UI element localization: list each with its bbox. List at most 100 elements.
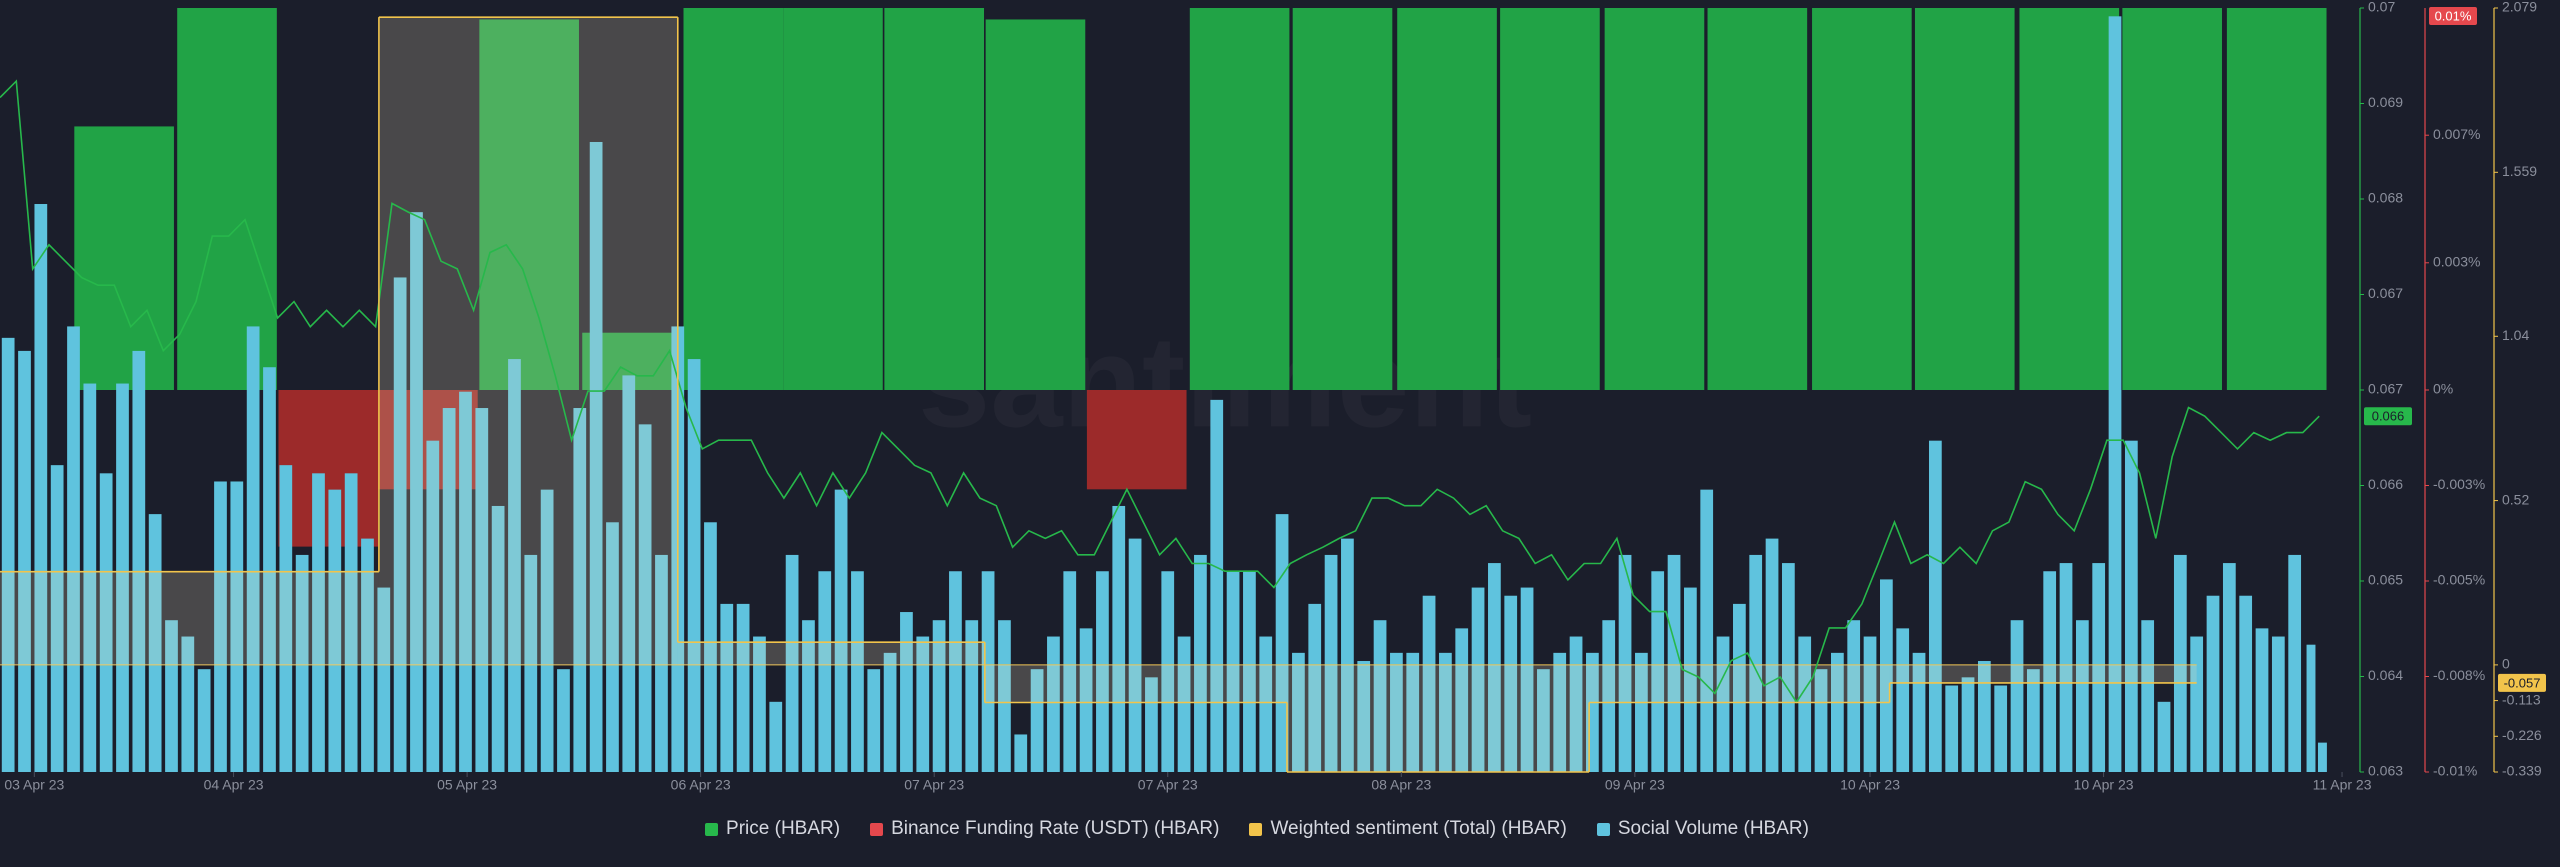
volume-bar: [1014, 734, 1028, 772]
volume-bar: [785, 554, 799, 772]
volume-bar: [426, 440, 440, 772]
volume-bar: [1635, 652, 1648, 772]
price-axis-tick-label: 0.067: [2368, 285, 2403, 301]
volume-bar: [165, 620, 178, 772]
legend-item[interactable]: Price (HBAR): [705, 818, 840, 840]
volume-bar: [736, 603, 750, 772]
price-axis-tick-label: 0.07: [2368, 0, 2395, 15]
volume-bar: [18, 350, 31, 772]
legend-item[interactable]: Binance Funding Rate (USDT) (HBAR): [870, 818, 1219, 840]
volume-bar: [263, 367, 276, 772]
volume-bar: [1161, 571, 1175, 772]
x-tick-label: 09 Apr 23: [1605, 777, 1665, 793]
volume-bar: [2026, 669, 2040, 772]
volume-bar: [393, 277, 407, 772]
sentiment-axis-tick-label: -0.226: [2502, 727, 2542, 743]
last-value-badge: [2364, 407, 2412, 426]
volume-bar: [769, 701, 783, 772]
volume-bar: [1896, 628, 1910, 772]
funding-bar: [1292, 8, 1393, 390]
volume-bar: [2075, 620, 2089, 772]
volume-bar: [720, 603, 734, 772]
volume-bar: [1667, 554, 1681, 772]
volume-layer: [1, 16, 2327, 772]
volume-bar: [1847, 620, 1861, 772]
volume-bar: [1618, 554, 1632, 772]
volume-bar: [2010, 620, 2024, 772]
volume-bar: [949, 571, 962, 772]
volume-bar: [1390, 652, 1403, 772]
volume-bar: [818, 571, 832, 772]
last-value-label: -0.057: [2504, 675, 2541, 690]
volume-bar: [1831, 652, 1844, 772]
volume-bar: [1488, 563, 1501, 772]
volume-bar: [834, 489, 848, 772]
volume-bar: [1308, 603, 1322, 772]
volume-bar: [606, 522, 619, 772]
volume-bar: [491, 505, 505, 772]
volume-bar: [1945, 685, 1959, 772]
volume-bar: [1243, 571, 1256, 772]
sentiment-axis-tick-label: 0.52: [2502, 491, 2529, 507]
funding-bar: [1500, 8, 1600, 390]
sentiment-axis-tick-label: 2.079: [2502, 0, 2537, 15]
funding-bar: [2226, 8, 2327, 390]
price-axis-tick-label: 0.066: [2368, 476, 2403, 492]
funding-axis-tick-label: -0.005%: [2433, 572, 2485, 588]
x-tick-label: 11 Apr 23: [2313, 777, 2372, 793]
volume-bar: [83, 383, 97, 772]
volume-bar: [1194, 554, 1207, 772]
volume-bar: [1341, 538, 1354, 772]
volume-bar: [295, 554, 309, 772]
funding-bar: [1812, 8, 1912, 390]
volume-bar: [1145, 677, 1158, 772]
legend-swatch: [1596, 822, 1610, 836]
last-value-label: 0.01%: [2435, 8, 2472, 23]
volume-bar: [2124, 440, 2138, 772]
legend-swatch: [705, 822, 719, 836]
price-axis-tick-label: 0.063: [2368, 763, 2403, 779]
volume-bar: [2108, 16, 2122, 772]
volume-bar: [459, 391, 472, 772]
volume-bar: [753, 636, 766, 772]
legend-item[interactable]: Social Volume (HBAR): [1596, 818, 1809, 840]
x-tick-label: 10 Apr 23: [1840, 777, 1900, 793]
volume-bar: [132, 350, 146, 772]
volume-bar: [1, 337, 15, 772]
sentiment-axis-tick-label: -0.339: [2502, 763, 2542, 779]
volume-bar: [1047, 636, 1060, 772]
volume-bar: [1128, 538, 1142, 772]
volume-bar: [1504, 595, 1518, 772]
price-axis-tick-label: 0.064: [2368, 667, 2403, 683]
volume-bar: [410, 212, 423, 772]
volume-bar: [475, 408, 489, 772]
volume-bar: [2190, 636, 2204, 772]
price-axis-tick-label: 0.069: [2368, 94, 2403, 110]
volume-bar: [1537, 669, 1550, 772]
funding-bar: [1707, 8, 1808, 390]
volume-bar: [34, 204, 48, 772]
volume-bar: [508, 359, 521, 772]
volume-bar: [1977, 661, 1991, 772]
volume-bar: [279, 465, 293, 772]
volume-bar: [116, 383, 129, 772]
x-tick-label: 08 Apr 23: [1371, 777, 1431, 793]
volume-bar: [1373, 620, 1387, 772]
volume-bar: [2239, 595, 2253, 772]
volume-bar: [557, 669, 570, 772]
price-axis-tick-label: 0.065: [2368, 572, 2403, 588]
funding-axis-tick-label: -0.008%: [2433, 667, 2485, 683]
volume-bar: [1455, 628, 1469, 772]
volume-bar: [687, 359, 701, 772]
volume-bar: [1814, 669, 1828, 772]
price-axis-tick-label: 0.068: [2368, 190, 2403, 206]
legend-item[interactable]: Weighted sentiment (Total) (HBAR): [1249, 818, 1567, 840]
volume-bar: [1079, 628, 1093, 772]
x-tick-label: 05 Apr 23: [437, 777, 497, 793]
volume-bar: [2157, 701, 2171, 772]
funding-layer: [74, 8, 2327, 547]
legend-label: Social Volume (HBAR): [1617, 818, 1809, 839]
sentiment-fill: [378, 17, 678, 665]
sentiment-fill-layer: [0, 17, 2197, 772]
sentiment-fill: [1589, 664, 1890, 703]
